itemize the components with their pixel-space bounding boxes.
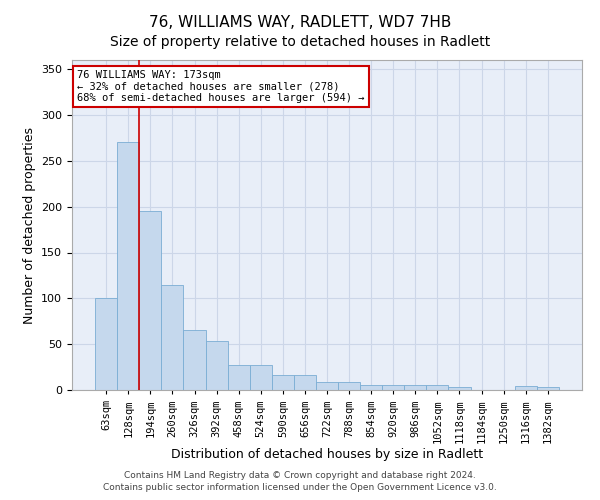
Bar	[382, 386, 404, 390]
Bar	[294, 376, 316, 390]
Bar	[117, 142, 139, 390]
Y-axis label: Number of detached properties: Number of detached properties	[23, 126, 35, 324]
Bar	[537, 387, 559, 390]
Bar	[360, 386, 382, 390]
Bar	[206, 342, 227, 390]
Bar	[448, 387, 470, 390]
Bar	[272, 376, 294, 390]
Text: Size of property relative to detached houses in Radlett: Size of property relative to detached ho…	[110, 35, 490, 49]
Bar	[227, 365, 250, 390]
Bar	[139, 211, 161, 390]
Text: Contains HM Land Registry data © Crown copyright and database right 2024.
Contai: Contains HM Land Registry data © Crown c…	[103, 471, 497, 492]
Bar	[161, 284, 184, 390]
Bar	[515, 386, 537, 390]
Bar	[338, 382, 360, 390]
Bar	[250, 365, 272, 390]
Bar	[404, 386, 427, 390]
Text: 76, WILLIAMS WAY, RADLETT, WD7 7HB: 76, WILLIAMS WAY, RADLETT, WD7 7HB	[149, 15, 451, 30]
Bar	[95, 298, 117, 390]
X-axis label: Distribution of detached houses by size in Radlett: Distribution of detached houses by size …	[171, 448, 483, 462]
Bar	[316, 382, 338, 390]
Bar	[184, 330, 206, 390]
Text: 76 WILLIAMS WAY: 173sqm
← 32% of detached houses are smaller (278)
68% of semi-d: 76 WILLIAMS WAY: 173sqm ← 32% of detache…	[77, 70, 365, 103]
Bar	[427, 386, 448, 390]
